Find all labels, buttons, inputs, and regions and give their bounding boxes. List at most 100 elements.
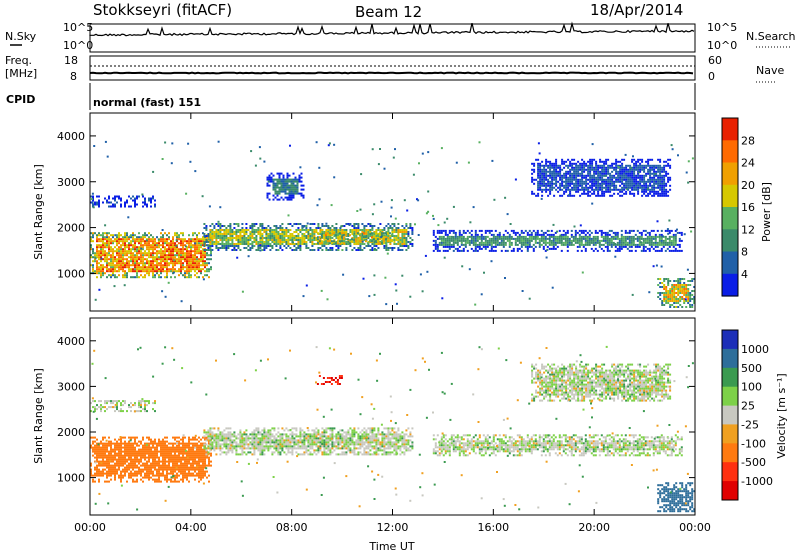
heatmap-cell bbox=[589, 162, 592, 165]
heatmap-cell bbox=[609, 172, 612, 175]
heatmap-cell bbox=[642, 245, 645, 248]
heatmap-cell bbox=[634, 249, 637, 252]
heatmap-cell bbox=[561, 182, 564, 185]
heatmap-cell bbox=[450, 243, 453, 246]
heatmap-cell bbox=[480, 241, 483, 244]
heatmap-cell bbox=[130, 474, 132, 477]
heatmap-cell bbox=[685, 284, 688, 286]
heatmap-cell bbox=[432, 214, 434, 217]
heatmap-cell bbox=[291, 233, 294, 235]
heatmap-cell bbox=[561, 178, 564, 181]
heatmap-cell bbox=[203, 245, 206, 247]
heatmap-cell bbox=[247, 239, 250, 241]
heatmap-cell bbox=[307, 239, 310, 241]
heatmap-cell bbox=[208, 268, 210, 271]
heatmap-cell bbox=[452, 241, 455, 244]
heatmap-cell bbox=[629, 190, 632, 193]
heatmap-cell bbox=[387, 227, 390, 229]
heatmap-cell bbox=[118, 460, 120, 463]
heatmap-cell bbox=[134, 460, 136, 463]
heatmap-cell bbox=[640, 241, 642, 244]
heatmap-cell bbox=[126, 276, 128, 279]
heatmap-cell bbox=[543, 168, 546, 171]
heatmap-cell bbox=[570, 233, 573, 236]
heatmap-cell bbox=[537, 170, 540, 173]
heatmap-cell bbox=[96, 201, 98, 204]
heatmap-cell bbox=[124, 252, 126, 255]
heatmap-cell bbox=[375, 231, 378, 233]
heatmap-cell bbox=[623, 174, 626, 177]
heatmap-cell bbox=[237, 225, 240, 227]
heatmap-cell bbox=[632, 155, 634, 158]
heatmap-cell bbox=[134, 238, 136, 241]
heatmap-cell bbox=[512, 231, 515, 234]
heatmap-cell bbox=[595, 176, 598, 179]
heatmap-cell bbox=[124, 466, 126, 469]
heatmap-cell bbox=[403, 239, 406, 241]
heatmap-cell bbox=[533, 192, 536, 195]
heatmap-cell bbox=[102, 444, 104, 447]
heatmap-cell bbox=[144, 240, 146, 243]
heatmap-cell bbox=[567, 166, 570, 169]
heatmap-cell bbox=[452, 236, 455, 238]
heatmap-cell bbox=[661, 286, 664, 288]
heatmap-cell bbox=[650, 237, 653, 240]
heatmap-cell bbox=[533, 164, 536, 167]
heatmap-cell bbox=[120, 199, 122, 202]
heatmap-cell bbox=[559, 166, 562, 169]
heatmap-cell bbox=[148, 238, 150, 241]
heatmap-cell bbox=[150, 205, 152, 208]
heatmap-cell bbox=[297, 245, 300, 247]
heatmap-cell bbox=[547, 182, 550, 185]
heatmap-cell bbox=[665, 194, 668, 197]
heatmap-cell bbox=[589, 180, 592, 183]
heatmap-cell bbox=[566, 231, 569, 234]
heatmap-cell bbox=[266, 196, 269, 199]
heatmap-cell bbox=[134, 466, 136, 469]
heatmap-cell bbox=[211, 229, 214, 231]
heatmap-cell bbox=[627, 164, 630, 167]
heatmap-cell bbox=[116, 266, 118, 269]
heatmap-cell bbox=[268, 192, 271, 195]
heatmap-cell bbox=[148, 270, 150, 273]
heatmap-cell bbox=[458, 245, 461, 248]
heatmap-cell bbox=[642, 237, 645, 240]
heatmap-cell bbox=[106, 466, 108, 469]
heatmap-cell bbox=[213, 225, 216, 227]
heatmap-cell bbox=[553, 194, 556, 197]
heatmap-cell bbox=[390, 206, 393, 209]
heatmap-cell bbox=[223, 235, 226, 237]
heatmap-cell bbox=[521, 290, 524, 292]
heatmap-cell bbox=[367, 245, 370, 247]
heatmap-cell bbox=[548, 239, 551, 242]
heatmap-cell bbox=[569, 176, 572, 179]
heatmap-cell bbox=[205, 227, 208, 229]
heatmap-cell bbox=[670, 241, 673, 244]
heatmap-cell bbox=[391, 247, 394, 249]
heatmap-cell bbox=[587, 186, 590, 189]
heatmap-cell bbox=[196, 250, 198, 253]
heatmap-cell bbox=[669, 184, 672, 187]
heatmap-cell bbox=[577, 168, 580, 171]
colorbar-swatch bbox=[722, 207, 738, 230]
heatmap-cell bbox=[184, 274, 186, 277]
heatmap-cell bbox=[615, 172, 618, 175]
heatmap-cell bbox=[132, 270, 134, 273]
heatmap-cell bbox=[494, 237, 497, 240]
heatmap-cell bbox=[108, 197, 110, 200]
heatmap-cell bbox=[100, 238, 102, 241]
heatmap-cell bbox=[150, 266, 152, 269]
heatmap-cell bbox=[347, 235, 350, 237]
heatmap-cell bbox=[498, 235, 501, 238]
heatmap-cell bbox=[531, 168, 534, 171]
heatmap-cell bbox=[518, 241, 521, 244]
heatmap-cell bbox=[534, 245, 537, 248]
heatmap-cell bbox=[364, 232, 367, 235]
heatmap-cell bbox=[130, 456, 132, 459]
heatmap-cell bbox=[640, 237, 643, 240]
heatmap-cell bbox=[241, 290, 244, 293]
heatmap-cell bbox=[689, 280, 692, 282]
heatmap-cell bbox=[112, 464, 114, 467]
heatmap-cell bbox=[648, 239, 651, 242]
